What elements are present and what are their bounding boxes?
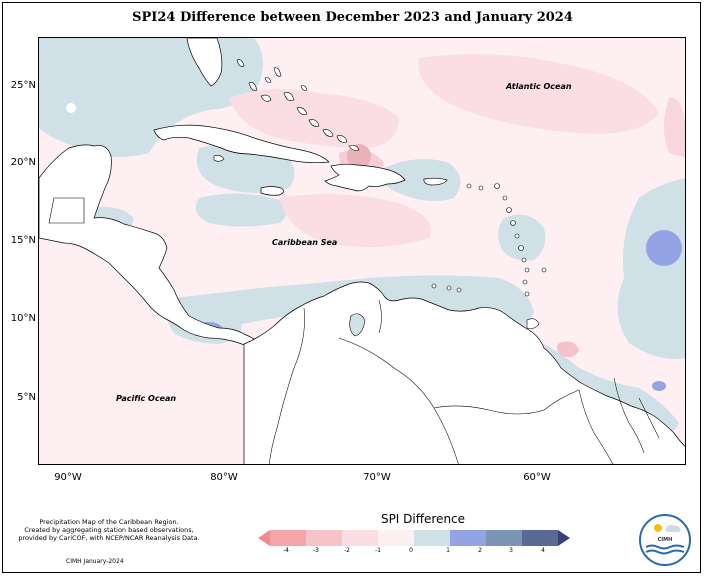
legend-tick: 4: [541, 547, 545, 554]
legend-title: SPI Difference: [380, 512, 466, 526]
country-borders: [268, 299, 660, 464]
lon-label-90w: 90°W: [54, 472, 82, 483]
land-jamaica: [260, 186, 284, 196]
map-title: SPI24 Difference between December 2023 a…: [132, 10, 573, 25]
map-canvas: [39, 38, 685, 464]
lat-label-20n: 20°N: [10, 157, 36, 168]
legend-segment: [306, 530, 342, 546]
label-atlantic-ocean: Atlantic Ocean: [506, 82, 572, 91]
anomaly-positive-east-atlantic: [617, 178, 685, 359]
anomaly-negative-mona: [279, 194, 431, 247]
legend-tick: -1: [375, 547, 381, 554]
map-panel[interactable]: [38, 37, 686, 465]
cimh-logo-icon: [639, 514, 691, 566]
land-trinidad: [526, 318, 540, 329]
land-central-america: [39, 144, 262, 347]
credits-line-1: Precipitation Map of the Caribbean Regio…: [39, 518, 179, 526]
land-isla-juventud: [213, 155, 225, 162]
logo-text: CIMH: [657, 537, 673, 543]
lon-label-60w: 60°W: [523, 472, 551, 483]
anomaly-positive-jamaica: [195, 193, 287, 227]
anomaly-positive-atlantic-core: [646, 230, 682, 266]
lat-label-25n: 25°N: [10, 80, 36, 91]
lat-label-5n: 5°N: [17, 392, 36, 403]
lat-label-15n: 15°N: [10, 235, 36, 246]
anomaly-negative-atlantic-north: [418, 54, 659, 134]
legend-tick: -4: [283, 547, 289, 554]
anomaly-negative-atlantic-east: [664, 97, 685, 158]
legend-segment: [270, 530, 306, 546]
credits-line-2: Created by aggregating station based obs…: [24, 526, 194, 534]
land-florida: [186, 38, 223, 87]
credits-block: Precipitation Map of the Caribbean Regio…: [14, 518, 204, 542]
legend-arrow-right: [558, 530, 570, 546]
legend-segment: [522, 530, 558, 546]
land-puerto-rico: [423, 177, 448, 186]
land-cuba: [153, 124, 330, 164]
anomaly-negative-east-cuba: [229, 89, 399, 148]
lake-maracaibo: [349, 313, 366, 337]
legend-tick: 0: [409, 547, 413, 554]
footer-date: CIMH January-2024: [66, 558, 124, 565]
label-caribbean-sea: Caribbean Sea: [272, 238, 338, 247]
lon-label-70w: 70°W: [363, 472, 391, 483]
legend-segment: [486, 530, 522, 546]
legend-tick: -2: [344, 547, 350, 554]
legend-arrow-left: [258, 530, 270, 546]
legend-segment: [378, 530, 414, 546]
legend-segment: [414, 530, 450, 546]
legend-tick: -3: [313, 547, 319, 554]
legend-segment: [342, 530, 378, 546]
land-lesser-antilles: [431, 183, 547, 297]
legend-tick: 2: [478, 547, 482, 554]
lat-label-10n: 10°N: [10, 313, 36, 324]
land-bahamas: [236, 59, 360, 151]
anomaly-positive-bahamas-east: [381, 159, 461, 202]
legend-tick: 1: [446, 547, 450, 554]
legend-colorbar: [258, 530, 570, 546]
land-hispaniola: [324, 163, 406, 192]
anomaly-positive-small-core: [652, 381, 666, 391]
lon-label-80w: 80°W: [210, 472, 238, 483]
label-pacific-ocean: Pacific Ocean: [116, 394, 177, 403]
credits-line-3: provided by CariCOF, with NCEP/NCAR Rean…: [18, 534, 200, 542]
land-belize-border: [48, 197, 85, 224]
legend-segment: [450, 530, 486, 546]
anomaly-zero-spot: [66, 103, 76, 113]
legend-tick: 3: [509, 547, 513, 554]
anomaly-negative-small-south: [556, 341, 579, 358]
anomaly-positive-leewards: [498, 214, 546, 261]
